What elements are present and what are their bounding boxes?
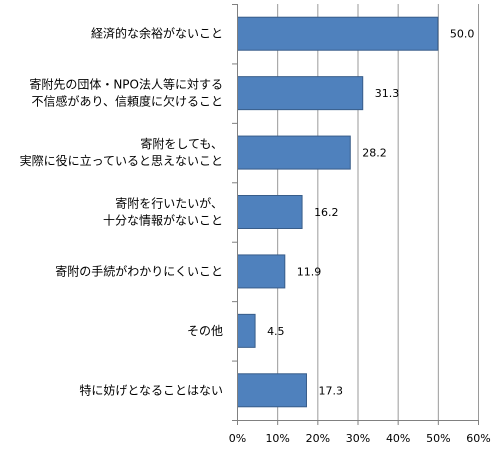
x-tick-label-50: 50% [426,432,450,445]
bar-3 [237,195,303,229]
x-tick-label-0: 0% [229,432,246,445]
labels: 50.0 経済的な余裕がないこと 31.3 寄附先の団体・NPO法人等に対する不信感が… [20,26,491,445]
bar-1 [237,76,364,111]
grid-lines [277,4,479,420]
value-label-5: 4.5 [267,325,285,338]
x-tick-label-60: 60% [466,432,490,445]
category-label-2-line-1: 実際に役に立っていると思えないこと [20,153,223,168]
value-label-0: 50.0 [450,28,475,41]
value-label-4: 11.9 [297,265,322,278]
bar-6 [237,373,307,408]
bars [237,16,439,408]
value-label-1: 31.3 [375,87,400,100]
category-label-1-line-0: 寄附先の団体・NPO法人等に対する [29,77,223,92]
value-label-6: 17.3 [318,384,343,397]
category-label-1-line-1: 不信感があり、信頼度に欠けること [31,94,223,109]
x-tick-label-40: 40% [386,432,410,445]
bar-5 [237,313,256,348]
axes [232,4,479,425]
bar-4 [237,254,286,289]
bar-2 [237,135,351,170]
category-label-3-line-1: 十分な情報がないこと [103,213,223,228]
bar-0 [237,16,439,51]
value-label-2: 28.2 [362,147,387,160]
x-tick-label-20: 20% [306,432,330,445]
category-label-3-line-0: 寄附を行いたいが、 [115,196,223,211]
category-label-4: 寄附の手続がわかりにくいこと [55,263,223,278]
category-label-2-line-0: 寄附をしても、 [140,136,223,151]
x-tick-label-30: 30% [346,432,370,445]
value-label-3: 16.2 [314,206,339,219]
x-tick-label-10: 10% [265,432,289,445]
category-label-0: 経済的な余裕がないこと [91,26,223,41]
category-label-5: その他 [187,324,223,338]
category-label-6: 特に妨げとなることはない [79,382,223,397]
